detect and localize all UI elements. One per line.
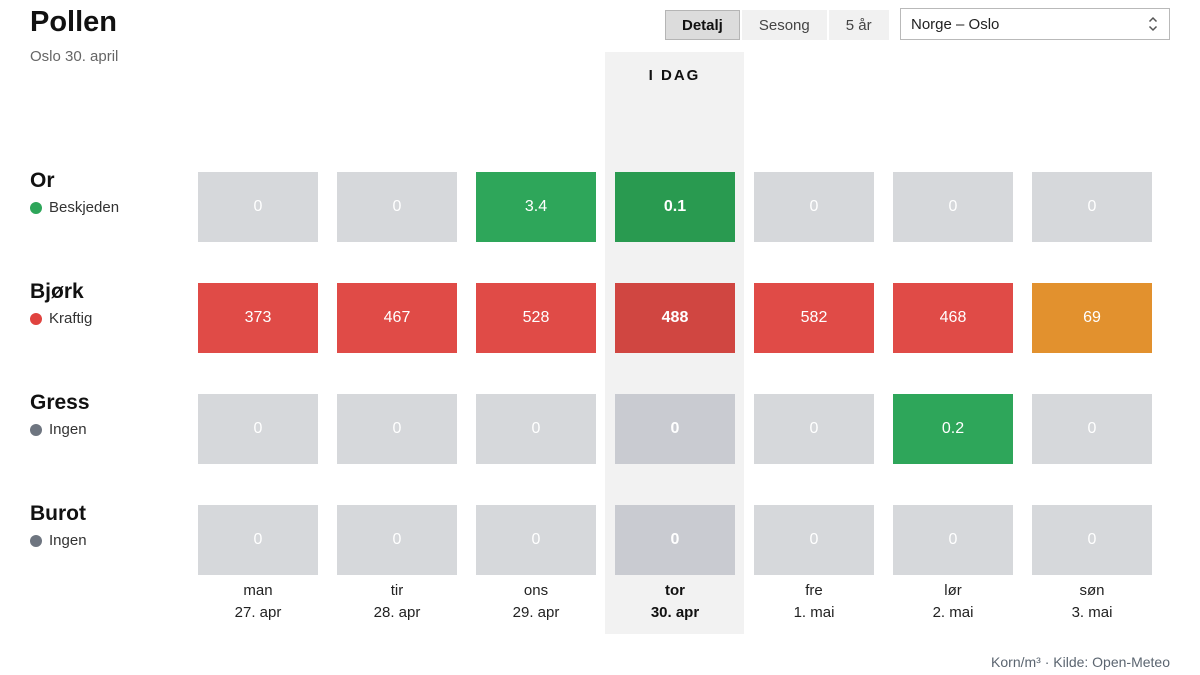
pollen-cell: 0 [1032,505,1152,575]
tab-sesong[interactable]: Sesong [741,10,827,40]
level-dot-icon [30,423,42,436]
day-name: fre [805,582,823,599]
pollen-cell: 582 [754,283,874,353]
level-dot-icon [30,312,42,325]
level-dot-icon [30,534,42,547]
page-subtitle: Oslo 30. april [30,48,119,65]
pollen-cell: 0 [198,394,318,464]
day-name: man [243,582,273,599]
tab-detalj[interactable]: Detalj [665,10,740,40]
row-label-bjørk: Bjørk Kraftig [30,279,195,327]
day-label: søn 3. mai [1032,580,1152,624]
pollen-cell: 467 [337,283,457,353]
pollen-cell: 0 [337,172,457,242]
day-label: tir 28. apr [337,580,457,624]
row-label-gress: Gress Ingen [30,390,195,438]
day-date: 27. apr [234,604,282,621]
pollen-cell: 0 [198,172,318,242]
location-select-value: Norge – Oslo [911,15,1000,33]
pollen-level-status: Ingen [30,532,195,549]
pollen-cell: 69 [1032,283,1152,353]
pollen-cell: 0 [1032,172,1152,242]
pollen-type-name: Gress [30,391,90,414]
pollen-cell: 0 [893,172,1013,242]
pollen-cell: 0 [198,505,318,575]
level-status-text: Ingen [49,421,87,438]
pollen-cell: 373 [198,283,318,353]
pollen-cell: 0 [1032,394,1152,464]
day-date: 1. mai [793,604,835,621]
page-title: Pollen [30,6,118,38]
today-column-header: I DAG [648,67,701,84]
day-label: ons 29. apr [476,580,596,624]
view-tab-group: Detalj Sesong 5 år [665,10,889,40]
row-label-or: Or Beskjeden [30,168,195,216]
pollen-cell: 0 [893,505,1013,575]
source-note: Korn/m³ · Kilde: Open-Meteo [991,654,1170,670]
pollen-cell: 0 [615,394,735,464]
pollen-cell: 0 [476,505,596,575]
row-label-burot: Burot Ingen [30,501,195,549]
pollen-cell: 0 [337,505,457,575]
tab-5ar[interactable]: 5 år [828,10,889,40]
level-status-text: Beskjeden [49,199,120,216]
pollen-cell: 0 [615,505,735,575]
location-select[interactable]: Norge – Oslo [900,8,1170,40]
day-label: fre 1. mai [754,580,874,624]
pollen-type-name: Or [30,169,55,192]
pollen-level-status: Kraftig [30,310,195,327]
pollen-cell: 0 [754,505,874,575]
select-updown-icon [1147,15,1159,33]
level-dot-icon [30,201,42,214]
pollen-cell: 3.4 [476,172,596,242]
pollen-level-status: Beskjeden [30,199,195,216]
level-status-text: Ingen [49,532,87,549]
day-name: tir [390,582,404,599]
day-date: 29. apr [512,604,560,621]
day-name: tor [665,582,685,599]
day-date: 28. apr [373,604,421,621]
pollen-level-status: Ingen [30,421,195,438]
level-status-text: Kraftig [49,310,93,327]
pollen-type-name: Bjørk [30,280,84,303]
pollen-cell: 0.2 [893,394,1013,464]
pollen-cell: 488 [615,283,735,353]
day-label: man 27. apr [198,580,318,624]
day-date: 2. mai [932,604,974,621]
day-name: ons [523,582,549,599]
pollen-type-name: Burot [30,502,86,525]
pollen-cell: 0 [754,172,874,242]
pollen-cell: 0.1 [615,172,735,242]
day-date: 3. mai [1071,604,1113,621]
pollen-cell: 0 [754,394,874,464]
day-label: tor 30. apr [615,580,735,624]
day-name: lør [944,582,962,599]
day-label: lør 2. mai [893,580,1013,624]
pollen-cell: 468 [893,283,1013,353]
pollen-cell: 0 [476,394,596,464]
day-date: 30. apr [650,604,700,621]
day-name: søn [1079,582,1105,599]
pollen-cell: 528 [476,283,596,353]
pollen-cell: 0 [337,394,457,464]
